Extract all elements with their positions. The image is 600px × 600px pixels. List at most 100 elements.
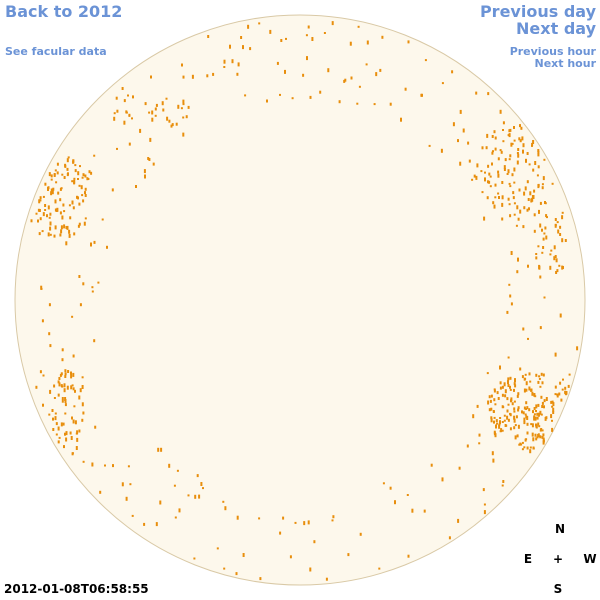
previous-day-link[interactable]: Previous day bbox=[479, 2, 596, 21]
compass-south: S bbox=[553, 582, 563, 596]
facula bbox=[57, 191, 60, 195]
facula bbox=[513, 202, 516, 205]
facula bbox=[516, 205, 519, 210]
facula bbox=[525, 415, 528, 419]
facula bbox=[499, 365, 501, 370]
facular-link[interactable]: See facular data bbox=[5, 45, 107, 58]
facula bbox=[49, 233, 52, 236]
facula bbox=[503, 382, 506, 387]
facula bbox=[542, 246, 545, 249]
facula bbox=[71, 452, 74, 456]
facula bbox=[165, 97, 168, 100]
facula bbox=[539, 326, 542, 330]
facula bbox=[523, 421, 526, 425]
facula bbox=[539, 410, 542, 415]
facula bbox=[557, 229, 560, 234]
facula bbox=[513, 426, 516, 430]
facula bbox=[309, 567, 312, 572]
facula bbox=[61, 348, 64, 352]
facula bbox=[66, 385, 69, 390]
next-day-link[interactable]: Next day bbox=[516, 19, 596, 38]
facula bbox=[520, 443, 523, 446]
facula bbox=[128, 114, 131, 117]
facula bbox=[87, 178, 90, 180]
facula bbox=[303, 521, 306, 526]
facula bbox=[50, 174, 53, 178]
facula bbox=[514, 424, 517, 427]
facula bbox=[500, 150, 503, 154]
facula bbox=[468, 159, 471, 163]
facula bbox=[83, 221, 86, 226]
facula bbox=[503, 168, 506, 171]
facula bbox=[151, 110, 154, 115]
facula bbox=[168, 463, 171, 468]
facula bbox=[526, 431, 529, 435]
facula bbox=[332, 515, 335, 519]
facula bbox=[541, 435, 544, 439]
facula bbox=[81, 418, 84, 422]
facula bbox=[483, 216, 486, 221]
previous-hour-link[interactable]: Previous hour bbox=[509, 45, 596, 58]
facula bbox=[533, 189, 536, 193]
facula bbox=[542, 433, 545, 437]
facula bbox=[424, 59, 427, 62]
facula bbox=[542, 176, 545, 181]
facula bbox=[289, 555, 292, 559]
facula bbox=[47, 187, 49, 191]
facula bbox=[202, 487, 204, 490]
facula bbox=[84, 174, 87, 178]
facula bbox=[131, 117, 133, 120]
facula bbox=[187, 105, 190, 109]
facula bbox=[492, 150, 494, 153]
facula bbox=[381, 35, 384, 39]
facula bbox=[81, 376, 84, 379]
facula bbox=[524, 438, 527, 442]
facula bbox=[503, 165, 506, 170]
facula bbox=[457, 518, 460, 523]
facula bbox=[494, 183, 497, 187]
facula bbox=[81, 194, 84, 197]
facula bbox=[70, 371, 72, 375]
facula bbox=[553, 245, 556, 250]
back-link[interactable]: Back to 2012 bbox=[5, 2, 123, 21]
facula bbox=[66, 167, 69, 171]
facula bbox=[554, 352, 557, 357]
facula bbox=[492, 201, 495, 205]
facula bbox=[115, 96, 118, 100]
facula bbox=[64, 369, 67, 373]
facula bbox=[541, 401, 544, 405]
facula bbox=[542, 440, 545, 445]
facula bbox=[68, 204, 71, 207]
facula bbox=[48, 303, 51, 307]
facula bbox=[128, 142, 131, 146]
facula bbox=[554, 218, 557, 221]
facula bbox=[59, 187, 62, 191]
facula bbox=[532, 410, 534, 414]
facula bbox=[537, 403, 540, 407]
facula bbox=[39, 370, 42, 374]
facula bbox=[508, 203, 511, 206]
facula bbox=[532, 168, 535, 172]
facula bbox=[542, 437, 545, 442]
facula bbox=[48, 216, 51, 219]
facula bbox=[484, 177, 486, 182]
facula bbox=[53, 384, 56, 388]
facula bbox=[490, 418, 493, 423]
facula bbox=[194, 494, 197, 499]
facula bbox=[559, 381, 562, 385]
facula bbox=[490, 416, 493, 420]
facula bbox=[174, 516, 177, 519]
next-hour-link[interactable]: Next hour bbox=[534, 57, 597, 70]
facula bbox=[55, 209, 58, 212]
facula bbox=[551, 419, 553, 422]
facula bbox=[509, 388, 512, 391]
facula bbox=[459, 161, 462, 166]
facula bbox=[80, 185, 83, 190]
facula bbox=[539, 201, 542, 205]
facula bbox=[499, 109, 502, 114]
facula bbox=[537, 165, 540, 169]
facula bbox=[533, 393, 536, 395]
facula bbox=[506, 415, 509, 420]
facula bbox=[553, 256, 556, 261]
facula bbox=[258, 517, 261, 520]
